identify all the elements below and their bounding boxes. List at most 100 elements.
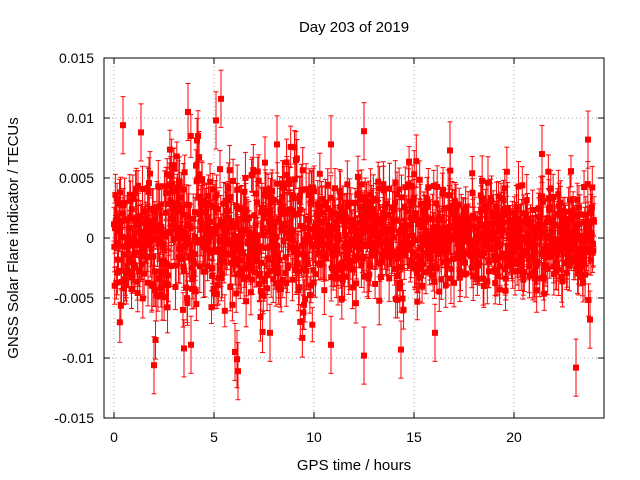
- point-marker: [222, 240, 229, 247]
- point-marker: [395, 246, 402, 253]
- point-marker: [409, 232, 416, 239]
- point-marker: [170, 215, 177, 222]
- point-marker: [116, 200, 123, 207]
- point-marker: [276, 199, 283, 206]
- point-marker: [323, 255, 330, 262]
- point-marker: [360, 253, 367, 260]
- point-marker: [255, 248, 262, 255]
- point-marker: [332, 243, 339, 250]
- point-marker: [277, 209, 284, 216]
- data-point: [179, 292, 186, 328]
- point-marker: [145, 180, 152, 187]
- point-marker: [191, 260, 198, 267]
- point-marker: [386, 185, 393, 192]
- point-marker: [224, 250, 231, 257]
- point-marker: [297, 223, 304, 230]
- point-marker: [448, 266, 455, 273]
- point-marker: [156, 268, 163, 275]
- point-marker: [182, 230, 189, 237]
- point-marker: [246, 232, 253, 239]
- point-marker: [165, 230, 172, 237]
- point-marker: [390, 234, 397, 241]
- point-marker: [397, 279, 404, 286]
- point-marker: [136, 267, 143, 274]
- point-marker: [112, 225, 119, 232]
- point-marker: [281, 222, 288, 229]
- point-marker: [300, 266, 307, 273]
- point-marker: [150, 207, 157, 214]
- point-marker: [254, 237, 261, 244]
- point-marker: [394, 191, 401, 198]
- point-marker: [299, 167, 306, 174]
- point-marker: [280, 180, 287, 187]
- point-marker: [212, 230, 219, 237]
- point-marker: [333, 271, 340, 278]
- point-marker: [259, 328, 266, 335]
- data-point: [173, 243, 180, 287]
- point-marker: [164, 171, 171, 178]
- point-marker: [367, 262, 374, 269]
- point-marker: [434, 183, 441, 190]
- point-marker: [378, 230, 385, 237]
- point-marker: [411, 171, 418, 178]
- point-marker: [316, 170, 323, 177]
- point-marker: [336, 188, 343, 195]
- point-marker: [451, 279, 458, 286]
- point-marker: [262, 244, 269, 251]
- point-marker: [336, 236, 343, 243]
- point-marker: [201, 197, 208, 204]
- point-marker: [328, 274, 335, 281]
- point-marker: [381, 215, 388, 222]
- point-marker: [354, 173, 361, 180]
- point-marker: [307, 282, 314, 289]
- point-marker: [250, 167, 257, 174]
- point-marker: [361, 273, 368, 280]
- point-marker: [191, 209, 198, 216]
- point-marker: [311, 242, 318, 249]
- point-marker: [249, 276, 256, 283]
- point-marker: [365, 210, 372, 217]
- point-marker: [193, 301, 200, 308]
- point-marker: [184, 300, 191, 307]
- point-marker: [167, 172, 174, 179]
- point-marker: [310, 279, 317, 286]
- point-marker: [144, 227, 151, 234]
- point-marker: [356, 219, 363, 226]
- point-marker: [288, 234, 295, 241]
- point-marker: [201, 268, 208, 275]
- point-marker: [174, 231, 181, 238]
- point-marker: [249, 171, 256, 178]
- point-marker: [200, 235, 207, 242]
- point-marker: [406, 158, 413, 165]
- point-marker: [137, 212, 144, 219]
- point-marker: [350, 257, 357, 264]
- data-point: [184, 280, 191, 326]
- point-marker: [346, 246, 353, 253]
- point-marker: [126, 225, 133, 232]
- point-marker: [425, 184, 432, 191]
- data-point: [207, 163, 214, 201]
- point-marker: [278, 285, 285, 292]
- point-marker: [149, 235, 156, 242]
- point-marker: [196, 154, 203, 161]
- point-marker: [409, 183, 416, 190]
- point-marker: [338, 295, 345, 302]
- point-marker: [334, 225, 341, 232]
- point-marker: [301, 224, 308, 231]
- point-marker: [295, 287, 302, 294]
- data-point: [229, 288, 236, 322]
- point-marker: [114, 256, 121, 263]
- point-marker: [389, 248, 396, 255]
- point-marker: [336, 210, 343, 217]
- point-marker: [279, 276, 286, 283]
- point-marker: [269, 238, 276, 245]
- point-marker: [152, 287, 159, 294]
- point-marker: [225, 185, 232, 192]
- point-marker: [318, 259, 325, 266]
- point-marker: [412, 210, 419, 217]
- point-marker: [112, 191, 119, 198]
- point-marker: [431, 278, 438, 285]
- point-marker: [168, 222, 175, 229]
- point-marker: [129, 274, 136, 281]
- point-marker: [266, 244, 273, 251]
